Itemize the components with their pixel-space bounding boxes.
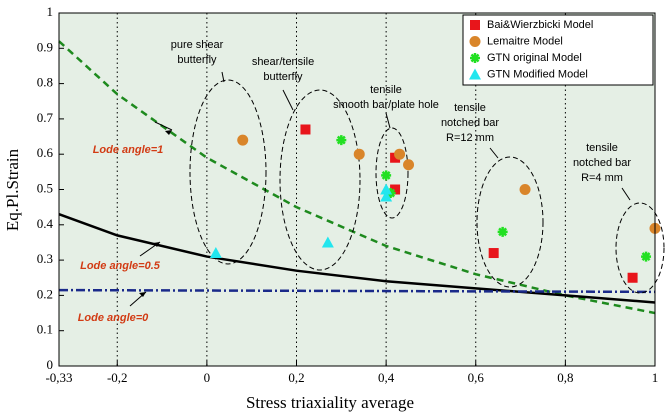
marker-square — [470, 20, 480, 30]
annotation-arrow — [385, 112, 391, 129]
marker-star — [470, 53, 480, 63]
marker-star — [336, 135, 347, 146]
legend-label: Bai&Wierzbicki Model — [487, 19, 593, 31]
annotation-arrow — [621, 187, 631, 201]
marker-square — [300, 124, 311, 135]
legend-label: Lemaitre Model — [487, 35, 563, 47]
curve — [58, 213, 656, 304]
y-tick-label: 1 — [47, 4, 54, 19]
annotation-arrow — [154, 121, 173, 131]
y-tick-label: 0.6 — [37, 145, 54, 160]
x-tick-label: 0 — [204, 370, 211, 385]
marker-square — [627, 272, 638, 283]
arrow-head — [139, 292, 146, 297]
group-ellipse — [189, 79, 267, 265]
curve-label: Lode angle=0 — [78, 312, 149, 324]
group-ellipse — [476, 156, 544, 288]
y-tick-label: 0.2 — [37, 286, 53, 301]
group-ellipse — [375, 127, 409, 219]
y-tick-label: 0 — [47, 357, 54, 372]
annotation: pure shear — [171, 39, 224, 51]
y-tick-label: 0.5 — [37, 180, 53, 195]
x-tick-label: 0,8 — [557, 370, 573, 385]
marker-square — [488, 248, 499, 259]
curve-label: Lode angle=0.5 — [80, 260, 161, 272]
arrow-head — [165, 130, 172, 135]
marker-triangle — [380, 183, 393, 195]
x-tick-label: 0,2 — [288, 370, 304, 385]
marker-square — [390, 152, 401, 163]
marker-triangle — [321, 236, 334, 248]
curve — [58, 40, 656, 315]
marker-circle — [237, 134, 249, 146]
marker-square — [390, 184, 401, 195]
x-tick-label: -0,2 — [107, 370, 128, 385]
marker-triangle — [380, 190, 393, 202]
marker-circle — [469, 36, 481, 47]
arrow-head — [153, 242, 160, 247]
annotation-arrow — [221, 71, 225, 83]
y-tick-label: 0.9 — [37, 39, 53, 54]
annotation: tensile — [586, 142, 618, 154]
annotation: R=4 mm — [581, 172, 623, 184]
marker-star — [641, 251, 652, 262]
marker-circle — [353, 148, 365, 160]
plot-frame — [58, 12, 656, 367]
y-axis-label: Eq.Pl.Strain — [3, 148, 22, 231]
y-tick-label: 0.4 — [37, 216, 54, 231]
legend-box — [462, 14, 654, 86]
annotation: tensile — [454, 102, 486, 114]
legend-label: GTN original Model — [487, 52, 582, 64]
annotation: butterfly — [177, 54, 217, 66]
y-tick-label: 0.8 — [37, 75, 53, 90]
annotation: smooth bar/plate hole — [333, 99, 439, 111]
x-tick-label: 1 — [652, 370, 659, 385]
marker-star — [497, 226, 508, 237]
x-tick-label: -0,33 — [45, 370, 72, 385]
y-tick-label: 0.7 — [37, 110, 54, 125]
annotation-arrow — [282, 89, 294, 111]
marker-circle — [403, 159, 415, 171]
curve — [58, 288, 656, 294]
marker-circle — [519, 184, 531, 195]
group-ellipse — [615, 202, 665, 294]
y-tick-label: 0.3 — [37, 251, 53, 266]
y-tick-label: 0.1 — [37, 322, 53, 337]
marker-triangle — [469, 68, 481, 80]
group-ellipse — [279, 89, 361, 271]
annotation: tensile — [370, 84, 402, 96]
annotation: butterfly — [263, 71, 303, 83]
legend-label: GTN Modified Model — [487, 68, 588, 80]
curve-label: Lode angle=1 — [93, 144, 164, 156]
x-tick-label: 0,4 — [378, 370, 395, 385]
marker-star — [381, 170, 392, 181]
annotation-arrow — [489, 147, 499, 159]
x-axis-label: Stress triaxiality average — [246, 393, 414, 412]
marker-circle — [394, 148, 406, 160]
annotation: notched bar — [573, 157, 631, 169]
annotation: R=12 mm — [446, 132, 494, 144]
annotation: shear/tensile — [252, 56, 314, 68]
marker-triangle — [209, 247, 222, 259]
annotation: notched bar — [441, 117, 499, 129]
x-tick-label: 0,6 — [468, 370, 485, 385]
